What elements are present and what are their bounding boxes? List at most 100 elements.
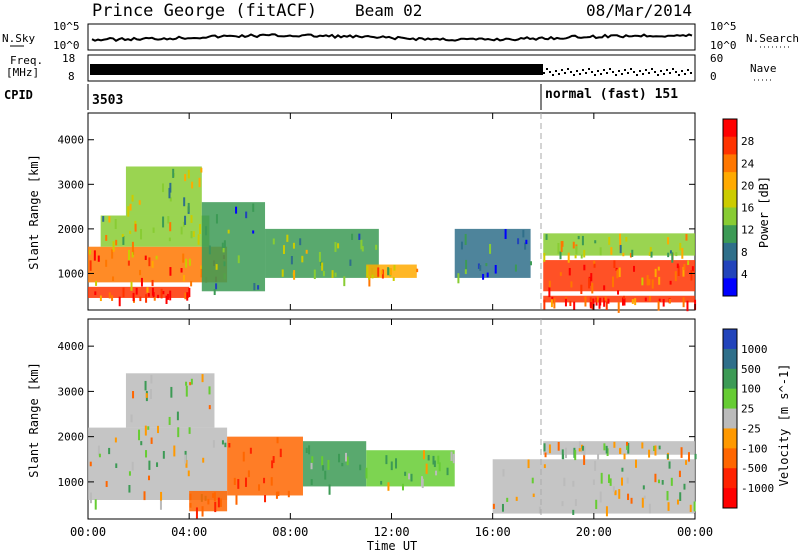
velocity-speckle xyxy=(150,374,153,384)
velocity-speckle xyxy=(188,427,191,434)
velocity-ytick-label: 2000 xyxy=(58,431,85,444)
power-speckle xyxy=(644,297,647,302)
power-speckle xyxy=(559,251,562,260)
power-speckle xyxy=(574,254,577,259)
nave-dot xyxy=(606,72,608,74)
x-tick-label: 16:00 xyxy=(475,525,511,539)
power-region-10 xyxy=(543,233,695,256)
nave-dot xyxy=(654,71,656,73)
velocity-speckle xyxy=(185,459,188,468)
power-speckle xyxy=(619,244,622,254)
nave-dot xyxy=(678,74,680,76)
power-speckle xyxy=(129,230,132,234)
velocity-speckle xyxy=(346,456,349,466)
power-speckle xyxy=(221,242,224,250)
freq-trace xyxy=(90,64,543,75)
power-speckle xyxy=(623,298,626,306)
velocity-speckle xyxy=(627,493,630,501)
power-speckle xyxy=(166,293,169,300)
power-speckle xyxy=(165,295,168,304)
velocity-speckle xyxy=(156,462,159,467)
power-speckle xyxy=(197,234,200,245)
power-speckle xyxy=(198,177,201,188)
power-speckle xyxy=(169,290,172,301)
velocity-speckle xyxy=(666,454,669,459)
velocity-colorbar-swatch xyxy=(723,488,737,509)
velocity-speckle xyxy=(201,506,204,517)
power-speckle xyxy=(580,284,583,295)
nave-label: Nave xyxy=(750,62,777,75)
power-speckle xyxy=(318,251,321,262)
velocity-region-3 xyxy=(227,436,303,496)
power-speckle xyxy=(649,296,652,302)
power-speckle xyxy=(685,233,688,241)
power-speckle xyxy=(677,265,680,277)
nsky-tick-top: 10^5 xyxy=(53,20,80,33)
nave-dot xyxy=(669,72,671,74)
power-speckle xyxy=(334,272,337,277)
velocity-speckle xyxy=(189,382,192,386)
power-speckle xyxy=(190,281,193,287)
power-ylabel: Slant Range [km] xyxy=(27,154,41,270)
power-speckle xyxy=(550,299,553,308)
velocity-speckle xyxy=(217,497,220,508)
power-speckle xyxy=(675,252,678,257)
nave-dot xyxy=(645,69,647,71)
power-speckle xyxy=(465,259,468,270)
power-colorbar: 28 24 20 16 12 8 4 xyxy=(722,118,755,297)
power-colorbar-swatch xyxy=(723,172,737,191)
velocity-speckle xyxy=(244,477,247,487)
velocity-speckle xyxy=(432,455,435,465)
power-ytick-label: 1000 xyxy=(58,267,85,280)
nave-dot xyxy=(588,68,590,70)
beam-title: Beam 02 xyxy=(355,1,422,20)
velocity-region-4 xyxy=(302,441,367,487)
velocity-speckle xyxy=(609,478,612,486)
velocity-speckle xyxy=(328,484,331,495)
power-speckle xyxy=(622,297,625,306)
power-speckle xyxy=(560,241,563,253)
power-colorbar-swatch xyxy=(723,136,737,155)
velocity-speckle xyxy=(634,459,637,468)
velocity-speckle xyxy=(115,463,118,468)
velocity-speckle xyxy=(592,479,595,485)
power-speckle xyxy=(337,243,340,249)
power-speckle xyxy=(105,234,108,241)
power-speckle xyxy=(118,296,121,307)
velocity-speckle xyxy=(224,442,227,448)
power-speckle xyxy=(674,271,677,282)
power-speckle xyxy=(351,233,354,240)
velocity-speckle xyxy=(271,460,274,469)
power-speckle xyxy=(139,296,142,302)
velocity-colorbar-frame xyxy=(722,328,738,509)
power-speckle xyxy=(629,252,632,258)
velocity-speckle xyxy=(685,460,688,465)
power-speckle xyxy=(669,250,672,254)
velocity-speckle xyxy=(515,496,518,501)
velocity-speckle xyxy=(597,453,600,460)
velocity-speckle xyxy=(145,450,148,458)
velocity-colorbar-swatch xyxy=(723,428,737,449)
power-speckle xyxy=(99,295,102,302)
velocity-colorbar-tick: 1000 xyxy=(741,343,768,356)
velocity-speckle xyxy=(627,442,630,454)
power-speckle xyxy=(169,197,172,202)
power-speckle xyxy=(668,298,671,304)
power-speckle xyxy=(595,297,598,306)
velocity-colorbar-swatch xyxy=(723,448,737,469)
power-speckle xyxy=(188,258,191,266)
power-speckle xyxy=(134,223,137,232)
power-speckle xyxy=(646,275,649,286)
power-speckle xyxy=(305,249,308,254)
velocity-speckle xyxy=(242,451,245,462)
velocity-speckle xyxy=(94,499,97,510)
power-speckle xyxy=(140,277,143,287)
velocity-speckle xyxy=(583,454,586,465)
power-speckle xyxy=(88,249,91,255)
nave-dot xyxy=(603,69,605,71)
nave-dot xyxy=(546,68,548,70)
power-speckle xyxy=(349,259,352,266)
nave-tick-top: 60 xyxy=(710,52,723,65)
velocity-ytick-label: 4000 xyxy=(58,340,85,353)
